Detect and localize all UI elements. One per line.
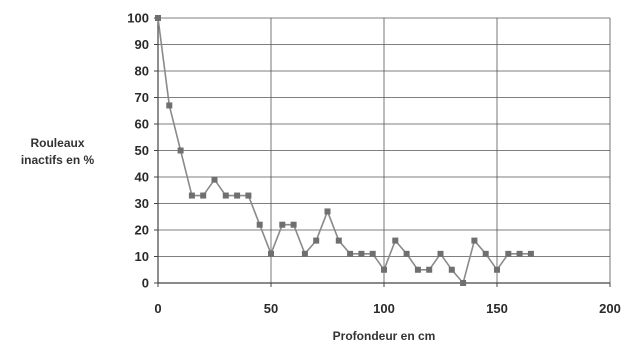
x-tick-label: 200 [599,301,621,316]
data-point-marker [347,250,354,257]
data-point-marker [527,250,534,257]
tick-labels: 0 10 20 30 40 50 60 70 80 90 100 0 50 100 150 200 [127,11,621,317]
x-tick-label: 150 [486,301,508,316]
data-point-marker [324,208,331,215]
y-tick-label: 20 [135,223,149,238]
data-point-marker [471,237,478,244]
y-tick-label: 60 [135,117,149,132]
data-point-marker [166,102,173,109]
y-tick-label: 40 [135,170,149,185]
series-line-group [157,17,531,285]
x-tick-label: 0 [154,301,161,316]
y-axis-title-line-2: inactifs en % [20,153,95,167]
y-tick-label: 10 [135,249,149,264]
data-point-marker [222,192,229,199]
data-point-marker [301,250,308,257]
data-point-marker [392,237,399,244]
y-tick-label: 100 [127,11,149,26]
y-tick-label: 0 [142,276,149,291]
data-point-marker [279,221,286,228]
data-point-marker [256,221,263,228]
data-point-marker [177,147,184,154]
y-tick-label: 90 [135,37,149,52]
data-point-marker [437,250,444,257]
data-point-marker [482,250,489,257]
data-point-marker [290,221,297,228]
y-axis-title: Rouleaux inactifs en % [0,135,115,169]
data-point-marker [155,15,161,21]
data-point-marker [426,266,433,273]
x-tick-label: 100 [373,301,395,316]
y-tick-label: 80 [135,64,149,79]
data-point-marker [403,250,410,257]
y-axis-title-line-1: Rouleaux [30,136,85,150]
data-point-marker [505,250,512,257]
data-point-marker [335,237,342,244]
data-point-marker [358,250,365,257]
data-point-marker [414,266,421,273]
data-point-marker [448,266,455,273]
data-point-marker [188,192,195,199]
data-point-marker [200,192,207,199]
data-point-marker [516,250,523,257]
data-point-marker [245,192,252,199]
data-point-marker [234,192,241,199]
data-point-marker [460,280,467,286]
data-point-marker [369,250,376,257]
markers-group [155,15,534,286]
x-tick-label: 50 [264,301,278,316]
data-point-marker [494,266,500,273]
y-tick-label: 70 [135,90,149,105]
data-point-marker [381,266,387,273]
y-tick-label: 50 [135,143,149,158]
grid-lines [158,17,611,284]
series-line [157,17,531,285]
axes [154,17,611,287]
data-point-marker [211,176,218,183]
x-axis-title: Profondeur en cm [333,329,436,343]
y-tick-label: 30 [135,196,149,211]
data-point-marker [268,250,274,257]
data-point-marker [313,237,320,244]
